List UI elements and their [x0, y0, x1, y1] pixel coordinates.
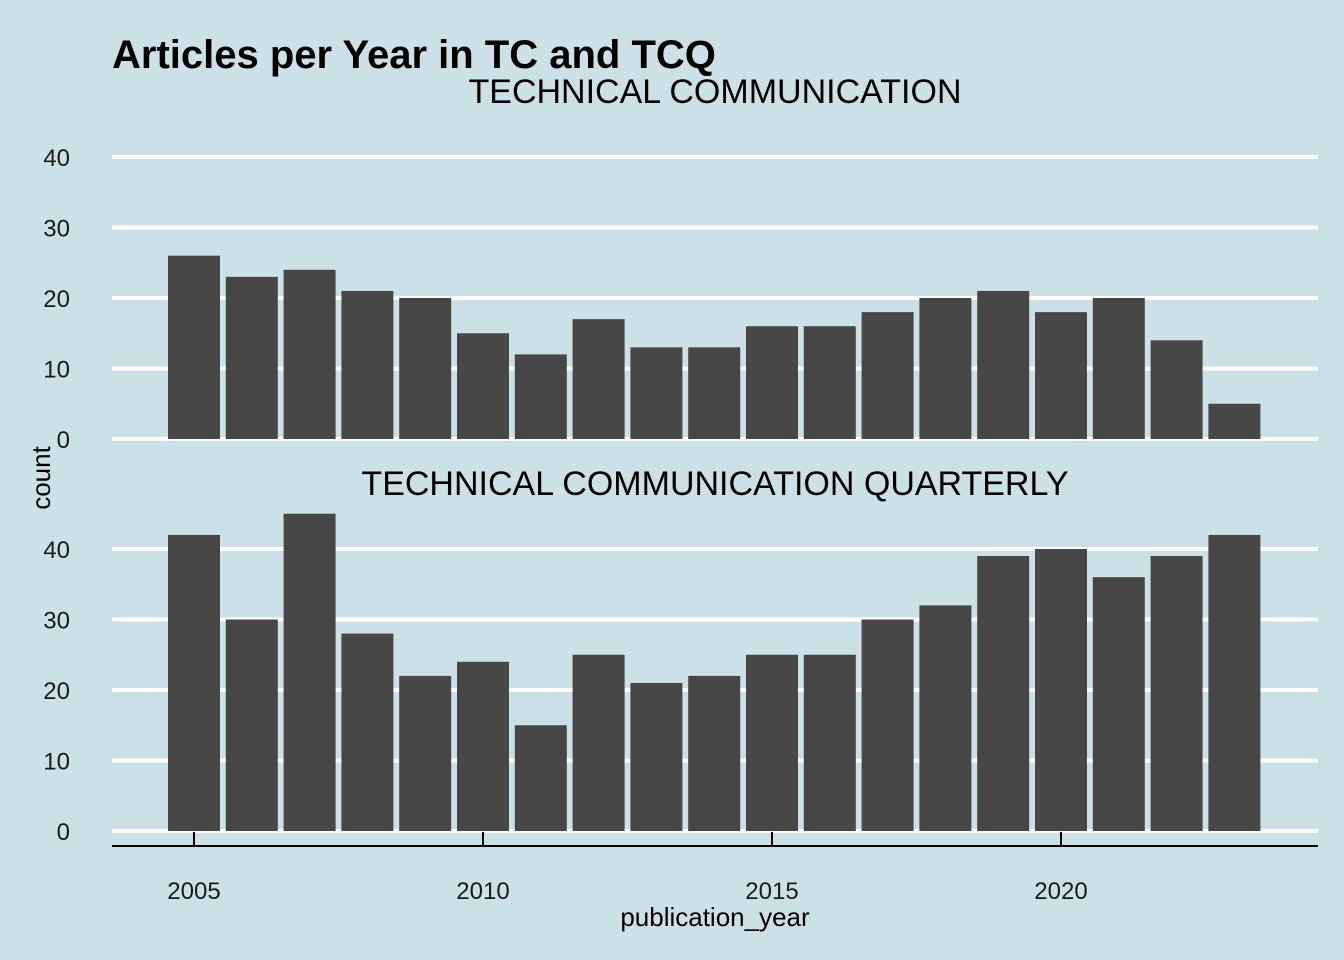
- bar: [168, 255, 220, 439]
- bar: [457, 333, 509, 439]
- y-tick-label: 30: [43, 608, 70, 635]
- bar: [1092, 298, 1145, 439]
- bar: [341, 633, 394, 831]
- bar: [514, 354, 567, 439]
- bar: [746, 654, 798, 831]
- bar: [168, 534, 220, 831]
- panel-strip-label: TECHNICAL COMMUNICATION: [469, 73, 962, 111]
- bar: [977, 290, 1030, 439]
- bar: [341, 290, 394, 439]
- bar: [572, 319, 625, 439]
- y-tick-label: 0: [57, 427, 70, 454]
- bar: [283, 269, 336, 439]
- bar: [861, 619, 914, 831]
- bar: [688, 675, 741, 831]
- bar: [225, 276, 278, 439]
- bar: [630, 682, 683, 831]
- bar: [746, 326, 798, 439]
- y-axis-title: count: [26, 445, 56, 509]
- bar: [1092, 577, 1145, 831]
- bar: [803, 326, 856, 439]
- y-tick-label: 40: [43, 145, 70, 172]
- y-tick-label: 30: [43, 216, 70, 243]
- x-tick-label: 2020: [1034, 878, 1087, 905]
- bar: [630, 347, 683, 439]
- bar: [225, 619, 278, 831]
- bar: [1208, 534, 1261, 831]
- bar: [688, 347, 741, 439]
- y-tick-label: 10: [43, 749, 70, 776]
- y-tick-label: 10: [43, 357, 70, 384]
- bar: [514, 725, 567, 831]
- bar: [1150, 556, 1203, 831]
- x-tick-label: 2015: [745, 878, 798, 905]
- bar: [1150, 340, 1203, 439]
- x-tick-label: 2005: [167, 878, 220, 905]
- bar: [399, 675, 452, 831]
- panel-1: TECHNICAL COMMUNICATION 0 10 20 30 40: [43, 73, 1318, 454]
- bar: [1035, 312, 1087, 439]
- bar: [803, 654, 856, 831]
- bar: [457, 661, 509, 831]
- x-axis-title: publication_year: [620, 902, 810, 932]
- bar: [399, 298, 452, 439]
- bar: [1208, 403, 1261, 439]
- bar: [919, 605, 972, 831]
- chart-title: Articles per Year in TC and TCQ: [112, 33, 716, 77]
- bar: [572, 654, 625, 831]
- bar: [283, 513, 336, 831]
- x-tick-label: 2010: [456, 878, 509, 905]
- bar: [919, 298, 972, 439]
- y-tick-label: 20: [43, 286, 70, 313]
- panel-strip-label: TECHNICAL COMMUNICATION QUARTERLY: [361, 465, 1068, 503]
- panels: TECHNICAL COMMUNICATION010203040TECHNICA…: [43, 73, 1318, 905]
- y-tick-label: 0: [57, 819, 70, 846]
- panel-2: TECHNICAL COMMUNICATION QUARTERLY 0 10 20 30…: [43, 465, 1318, 846]
- bar: [861, 312, 914, 439]
- y-tick-label: 20: [43, 678, 70, 705]
- bar: [1035, 549, 1087, 831]
- bar: [977, 556, 1030, 831]
- y-tick-label: 40: [43, 537, 70, 564]
